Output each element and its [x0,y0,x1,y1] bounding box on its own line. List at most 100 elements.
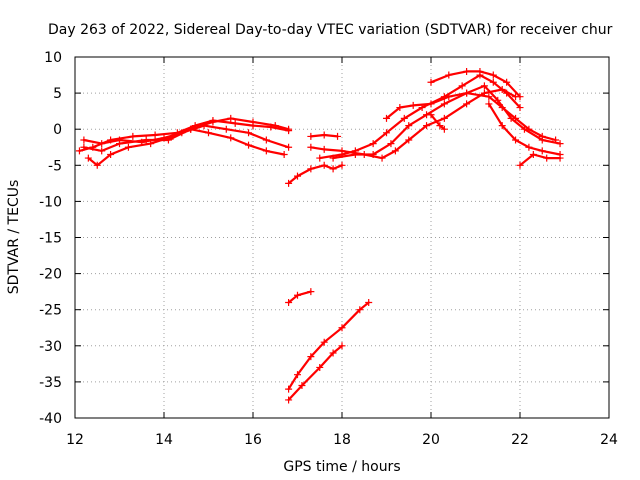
x-axis-label: GPS time / hours [283,459,400,475]
data-point [436,122,444,130]
series-track-14 [516,150,564,169]
data-point [209,118,217,126]
data-point [294,291,301,299]
data-point [338,342,346,350]
series-track-15 [285,288,315,306]
series-line [287,301,370,391]
data-point [338,324,346,332]
data-point [409,101,417,109]
data-point [516,104,524,112]
data-point [369,150,377,158]
y-tick-label: 0 [53,122,62,138]
data-point [75,147,83,155]
series-line [287,344,344,401]
data-point [512,114,520,122]
data-point [245,141,253,149]
series-track-17 [285,342,346,404]
data-point [298,382,306,390]
data-point [387,140,395,148]
series-line [332,84,562,160]
data-point [80,143,88,151]
data-point [427,78,435,86]
y-tick-label: -25 [39,303,62,319]
data-point [280,150,288,158]
series-line [287,290,312,304]
data-point [552,136,560,144]
data-point [142,136,150,144]
data-point [356,306,364,314]
data-point [480,82,488,90]
y-tick-label: -35 [39,375,62,391]
data-point [440,100,448,108]
series-line [487,102,562,156]
data-point [98,140,106,148]
data-point [307,288,315,296]
data-point [187,125,195,133]
data-point [320,161,328,169]
data-point [320,338,328,346]
data-point [285,298,293,306]
data-point [271,122,279,130]
data-point [329,165,337,173]
y-tick-label: -10 [39,194,62,210]
series-track-13 [485,100,564,158]
data-point [556,154,564,162]
data-point [440,114,448,122]
data-point [107,150,115,158]
y-tick-label: 5 [53,86,62,102]
series-line [318,74,522,160]
data-point [164,136,172,144]
data-point [80,136,88,144]
data-point [294,371,301,379]
data-point [262,136,270,144]
x-tick-label: 22 [511,432,529,448]
data-point [245,129,253,137]
grid-lines [75,57,609,418]
x-tick-label: 14 [155,432,173,448]
plot-frame [74,56,610,419]
data-point [489,78,497,86]
data-point [445,71,453,79]
data-point [440,125,448,133]
data-point [458,82,466,90]
data-point [320,145,328,153]
data-point [334,132,342,140]
axis-tick-labels: 12 14 16 18 20 22 24 10 5 0 -5 -10 -15 -20 -25 -30 -35 -4… [39,50,618,448]
data-point [538,147,546,155]
series-track-7 [307,85,520,162]
data-point [231,119,239,127]
data-point [285,125,293,133]
data-point [329,154,337,162]
data-point [205,129,212,137]
data-point [124,143,132,151]
data-point [129,132,137,140]
series-track-12 [427,111,448,133]
data-point [396,104,404,112]
x-tick-label: 20 [422,432,440,448]
data-point [116,140,123,148]
data-point [405,136,413,144]
series-line [287,164,344,185]
data-point [556,140,564,148]
data-point [391,147,399,155]
data-series [75,67,564,404]
data-point [512,136,520,144]
data-point [383,129,390,137]
data-point [463,67,471,75]
y-tick-label: -40 [39,411,62,427]
data-point [227,114,235,122]
y-tick-label: -5 [48,158,62,174]
data-point [98,147,106,155]
data-point [307,143,315,151]
data-point [369,140,377,148]
data-point [516,93,524,101]
x-tick-label: 18 [333,432,351,448]
data-point [262,147,270,155]
data-point [543,154,551,162]
data-point [147,140,155,148]
data-point [498,104,506,112]
series-track-16 [285,298,373,393]
data-point [351,150,359,158]
data-point [538,132,546,140]
data-point [227,134,235,142]
